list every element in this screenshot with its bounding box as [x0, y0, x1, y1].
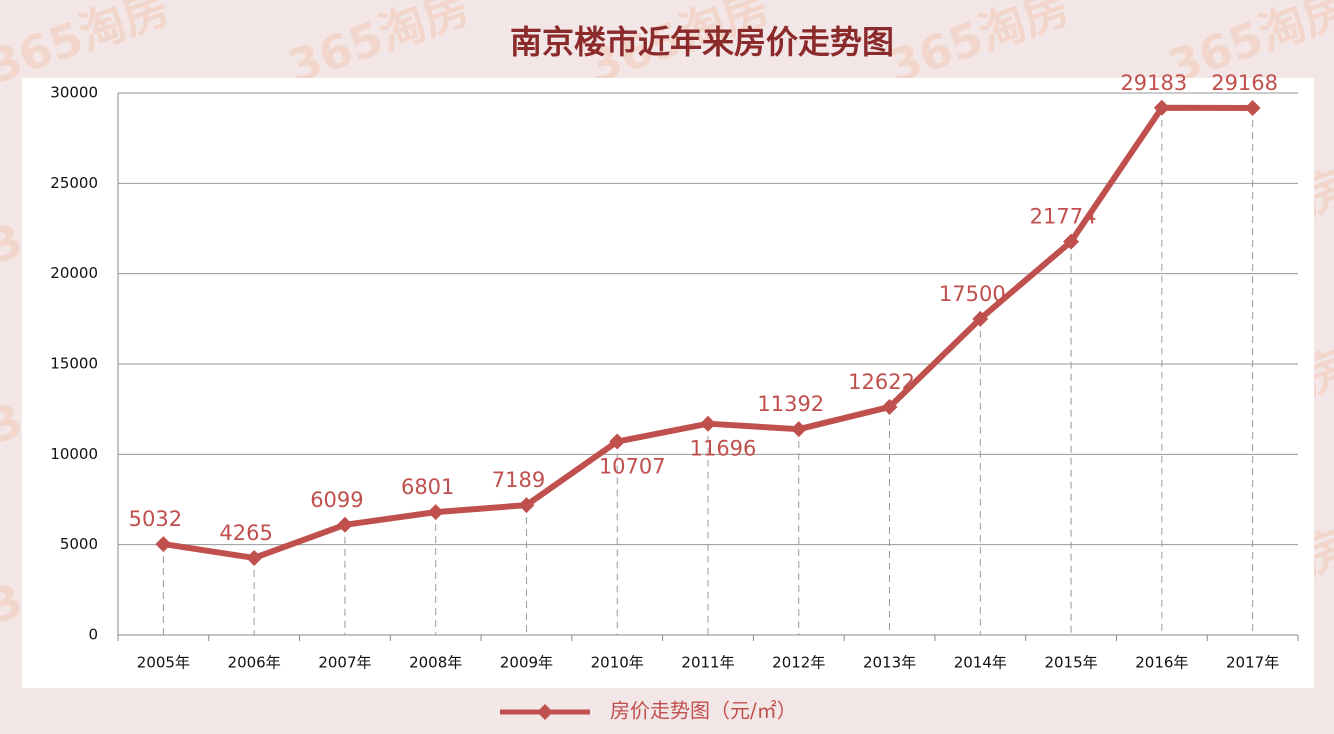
data-label: 6801 [401, 475, 454, 499]
x-tick-label: 2007年 [318, 654, 371, 672]
data-label: 6099 [310, 488, 363, 512]
x-tick-label: 2013年 [863, 654, 916, 672]
x-tick-label: 2017年 [1226, 654, 1279, 672]
data-label: 10707 [599, 455, 666, 479]
legend-marker [537, 704, 553, 720]
plot-background [22, 78, 1314, 688]
x-tick-label: 2006年 [228, 654, 281, 672]
point-marker [1244, 100, 1261, 117]
chart-title: 南京楼市近年来房价走势图 [510, 23, 894, 61]
point-marker [1153, 99, 1170, 116]
point-marker [700, 415, 716, 432]
x-tick-label: 2010年 [591, 654, 644, 672]
data-label: 7189 [492, 468, 545, 492]
x-tick-label: 2005年 [137, 654, 190, 672]
point-marker [1063, 233, 1080, 250]
y-tick-label: 10000 [50, 445, 98, 463]
y-tick-label: 20000 [50, 264, 98, 282]
point-marker [881, 398, 898, 415]
y-tick-label: 25000 [50, 174, 98, 192]
point-marker [790, 421, 807, 438]
x-tick-label: 2009年 [500, 654, 553, 672]
point-marker [246, 549, 263, 566]
y-tick-label: 0 [88, 626, 98, 644]
y-tick-label: 15000 [50, 355, 98, 373]
point-marker [336, 516, 353, 533]
point-marker [427, 504, 444, 521]
point-marker [155, 536, 172, 553]
x-tick-label: 2008年 [409, 654, 462, 672]
y-tick-label: 30000 [50, 84, 98, 102]
data-label: 12622 [848, 370, 915, 394]
point-marker [518, 497, 535, 514]
legend-label: 房价走势图（元/㎡） [610, 699, 797, 723]
x-tick-label: 2011年 [681, 654, 734, 672]
y-tick-label: 5000 [60, 535, 98, 553]
x-tick-label: 2012年 [772, 654, 825, 672]
data-label: 11392 [757, 392, 824, 416]
data-label: 4265 [219, 521, 272, 545]
data-label: 21774 [1030, 205, 1097, 229]
x-tick-label: 2016年 [1135, 654, 1188, 672]
data-label: 29168 [1211, 71, 1278, 95]
data-label: 11696 [690, 437, 757, 461]
point-marker [609, 433, 626, 450]
data-label: 17500 [939, 282, 1006, 306]
point-marker [972, 310, 989, 327]
x-tick-label: 2015年 [1044, 654, 1097, 672]
x-tick-label: 2014年 [954, 654, 1007, 672]
data-label: 5032 [129, 507, 182, 531]
data-label: 29183 [1120, 71, 1187, 95]
